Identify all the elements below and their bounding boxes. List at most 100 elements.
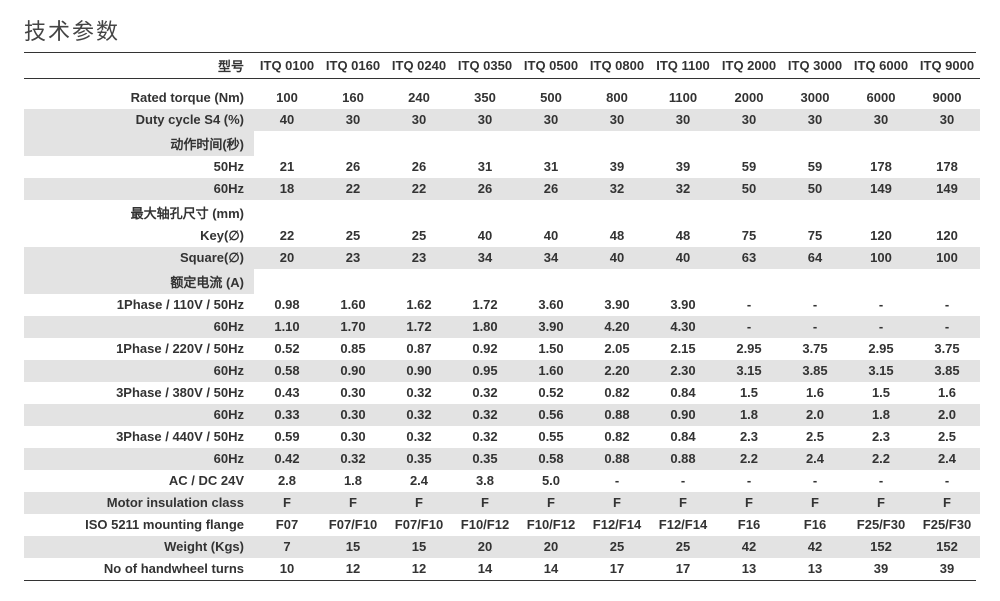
cell: 2.4 bbox=[782, 448, 848, 470]
table-row: 60Hz0.330.300.320.320.560.880.901.82.01.… bbox=[24, 404, 980, 426]
table-row: Duty cycle S4 (%)4030303030303030303030 bbox=[24, 109, 980, 131]
cell: 59 bbox=[782, 156, 848, 178]
row-label: 3Phase / 440V / 50Hz bbox=[24, 426, 254, 448]
cell: - bbox=[584, 470, 650, 492]
cell: 40 bbox=[518, 225, 584, 247]
cell: 1.6 bbox=[914, 382, 980, 404]
cell: 3.8 bbox=[452, 470, 518, 492]
cell: 75 bbox=[716, 225, 782, 247]
row-label: AC / DC 24V bbox=[24, 470, 254, 492]
cell: 26 bbox=[452, 178, 518, 200]
cell: 2.5 bbox=[914, 426, 980, 448]
cell: 1.60 bbox=[518, 360, 584, 382]
cell: - bbox=[914, 294, 980, 316]
cell: 30 bbox=[650, 109, 716, 131]
bottom-divider bbox=[24, 580, 976, 581]
cell: 0.32 bbox=[386, 426, 452, 448]
cell: 22 bbox=[320, 178, 386, 200]
cell: 3.85 bbox=[914, 360, 980, 382]
cell: 50 bbox=[782, 178, 848, 200]
cell: 14 bbox=[452, 558, 518, 580]
cell: 25 bbox=[584, 536, 650, 558]
cell: 10 bbox=[254, 558, 320, 580]
cell: 0.82 bbox=[584, 426, 650, 448]
cell bbox=[452, 200, 518, 225]
cell: F07/F10 bbox=[386, 514, 452, 536]
table-row: 1Phase / 220V / 50Hz0.520.850.870.921.50… bbox=[24, 338, 980, 360]
cell: - bbox=[716, 316, 782, 338]
table-body: Rated torque (Nm)10016024035050080011002… bbox=[24, 79, 980, 580]
model-header: ITQ 6000 bbox=[848, 53, 914, 79]
cell: 5.0 bbox=[518, 470, 584, 492]
cell: 0.30 bbox=[320, 426, 386, 448]
cell: 30 bbox=[518, 109, 584, 131]
cell: 152 bbox=[848, 536, 914, 558]
row-label: 50Hz bbox=[24, 156, 254, 178]
cell: 1.8 bbox=[320, 470, 386, 492]
cell: - bbox=[914, 316, 980, 338]
cell: 0.30 bbox=[320, 404, 386, 426]
cell: 1.8 bbox=[848, 404, 914, 426]
cell: 30 bbox=[716, 109, 782, 131]
cell: 3.90 bbox=[518, 316, 584, 338]
cell: 34 bbox=[518, 247, 584, 269]
cell: F bbox=[518, 492, 584, 514]
cell: F16 bbox=[716, 514, 782, 536]
cell: 1.10 bbox=[254, 316, 320, 338]
cell bbox=[782, 269, 848, 294]
cell: 0.30 bbox=[320, 382, 386, 404]
cell: 0.82 bbox=[584, 382, 650, 404]
cell: F bbox=[452, 492, 518, 514]
cell: 3.15 bbox=[716, 360, 782, 382]
cell bbox=[452, 131, 518, 156]
table-row: AC / DC 24V2.81.82.43.85.0------ bbox=[24, 470, 980, 492]
table-row: 60Hz0.580.900.900.951.602.202.303.153.85… bbox=[24, 360, 980, 382]
cell: 4.20 bbox=[584, 316, 650, 338]
cell: 0.90 bbox=[320, 360, 386, 382]
cell: - bbox=[782, 316, 848, 338]
row-label: 60Hz bbox=[24, 178, 254, 200]
table-row: ISO 5211 mounting flangeF07F07/F10F07/F1… bbox=[24, 514, 980, 536]
cell: 500 bbox=[518, 87, 584, 109]
cell: 120 bbox=[848, 225, 914, 247]
cell bbox=[782, 200, 848, 225]
cell bbox=[848, 200, 914, 225]
cell: 1.5 bbox=[716, 382, 782, 404]
cell: 42 bbox=[782, 536, 848, 558]
cell: 2.3 bbox=[716, 426, 782, 448]
cell: 4.30 bbox=[650, 316, 716, 338]
table-row: 3Phase / 380V / 50Hz0.430.300.320.320.52… bbox=[24, 382, 980, 404]
cell: 1.60 bbox=[320, 294, 386, 316]
cell: F25/F30 bbox=[914, 514, 980, 536]
cell bbox=[518, 131, 584, 156]
cell: 1.8 bbox=[716, 404, 782, 426]
cell: - bbox=[782, 470, 848, 492]
cell: 25 bbox=[320, 225, 386, 247]
cell: 100 bbox=[254, 87, 320, 109]
cell: 0.90 bbox=[650, 404, 716, 426]
cell bbox=[914, 200, 980, 225]
cell bbox=[914, 131, 980, 156]
cell: 100 bbox=[914, 247, 980, 269]
model-header: ITQ 0100 bbox=[254, 53, 320, 79]
cell: - bbox=[848, 316, 914, 338]
cell: 0.59 bbox=[254, 426, 320, 448]
cell: 152 bbox=[914, 536, 980, 558]
cell: 30 bbox=[386, 109, 452, 131]
cell: 2.5 bbox=[782, 426, 848, 448]
cell: - bbox=[914, 470, 980, 492]
cell bbox=[716, 131, 782, 156]
row-label: 60Hz bbox=[24, 316, 254, 338]
cell: F25/F30 bbox=[848, 514, 914, 536]
model-header: ITQ 3000 bbox=[782, 53, 848, 79]
cell: 18 bbox=[254, 178, 320, 200]
table-row: 60Hz182222262632325050149149 bbox=[24, 178, 980, 200]
cell: 13 bbox=[716, 558, 782, 580]
cell: 39 bbox=[650, 156, 716, 178]
cell: 30 bbox=[914, 109, 980, 131]
cell: 75 bbox=[782, 225, 848, 247]
cell: 800 bbox=[584, 87, 650, 109]
cell: 15 bbox=[320, 536, 386, 558]
model-header: ITQ 0350 bbox=[452, 53, 518, 79]
model-header: ITQ 0160 bbox=[320, 53, 386, 79]
